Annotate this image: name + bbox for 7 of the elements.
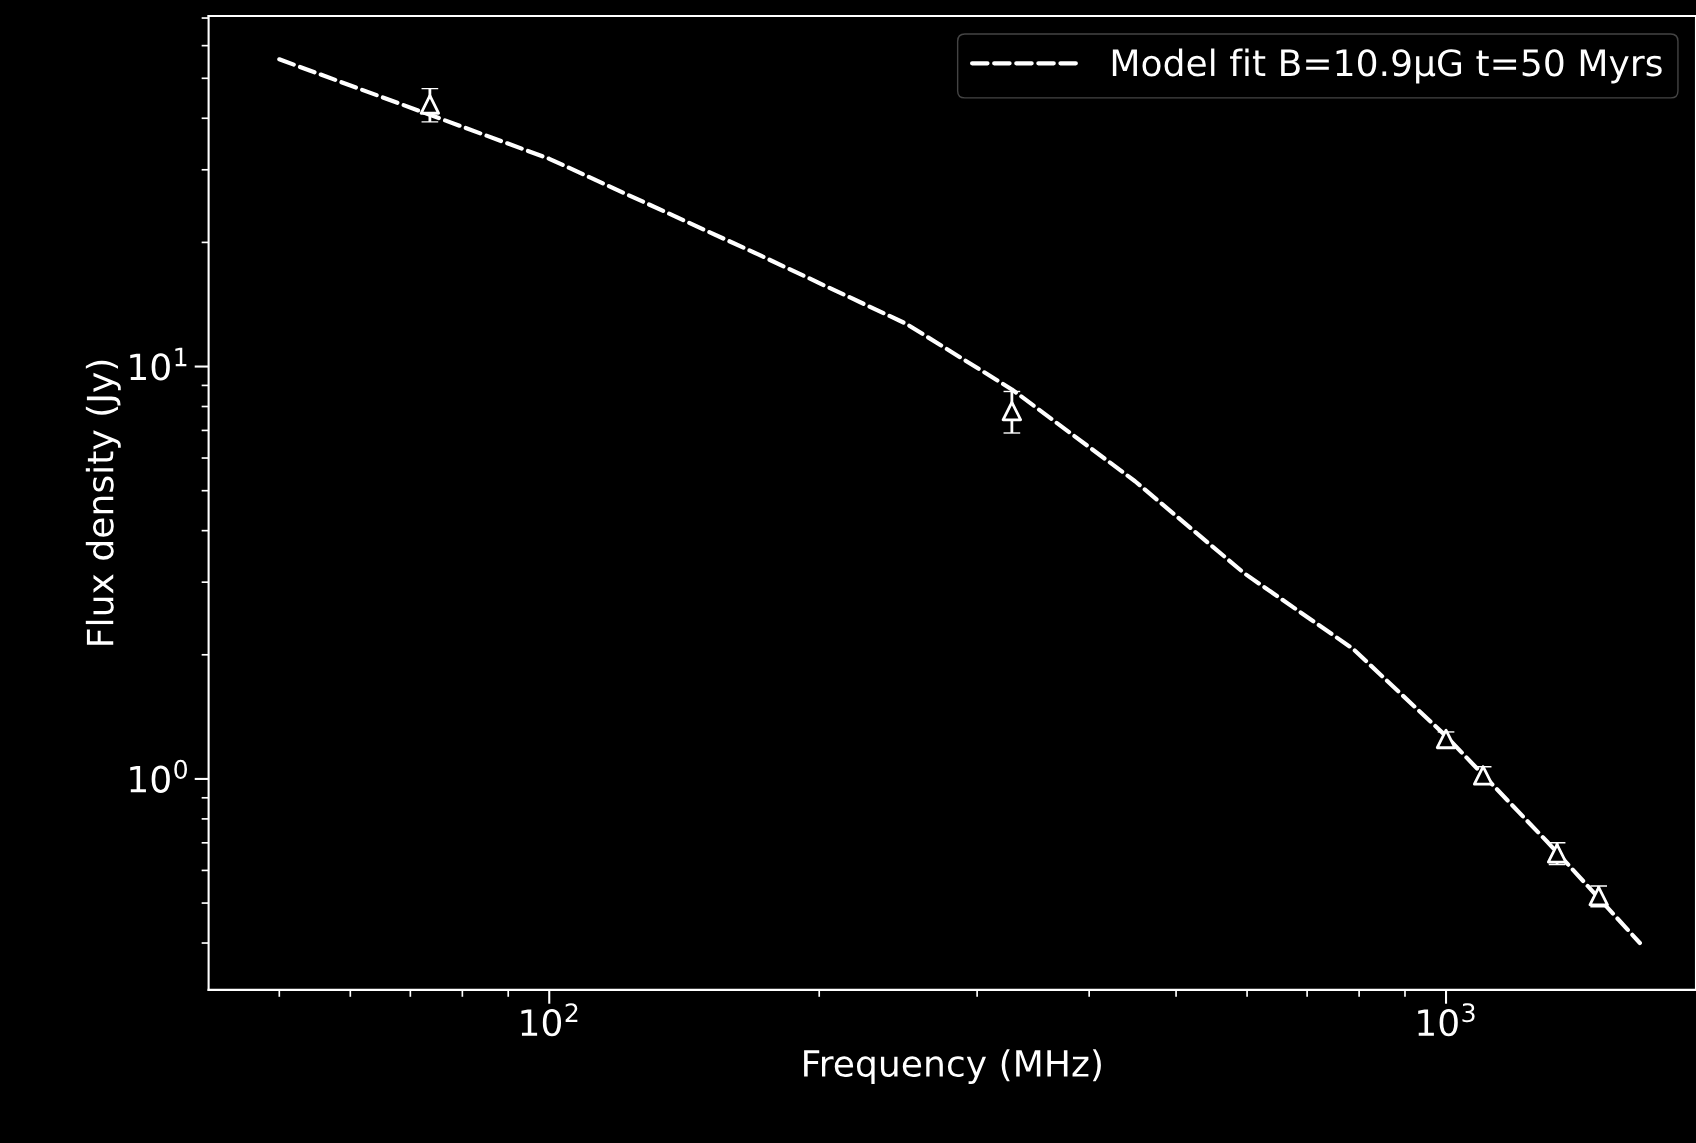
y-tick-label: 10$^{1}$ (130, 347, 187, 381)
y-tick-label: 10$^{0}$ (130, 759, 187, 793)
x-tick-label: 10$^{2}$ (521, 1003, 578, 1037)
x-axis-title: Frequency (MHz) (804, 1049, 1101, 1085)
x-tick-label: 10$^{3}$ (1418, 1003, 1475, 1037)
legend-label: Model fit B=10.9μG t=50 Myrs (1112, 48, 1662, 84)
y-axis-title: Flux density (Jy) (85, 360, 121, 645)
